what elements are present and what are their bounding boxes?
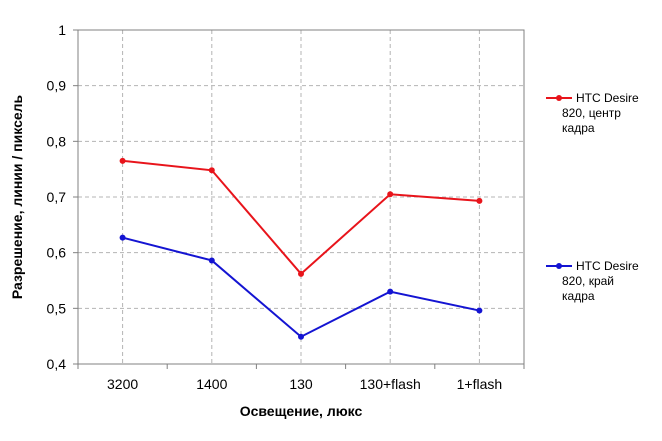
legend-label-line: HTC Desire xyxy=(576,259,639,273)
legend-label-line: кадра xyxy=(562,289,595,303)
data-point xyxy=(387,288,394,295)
y-tick-label: 0,9 xyxy=(47,78,67,94)
data-point xyxy=(119,157,126,164)
y-tick-label: 0,7 xyxy=(47,189,67,205)
data-point xyxy=(387,191,394,198)
data-point xyxy=(476,307,483,314)
x-axis-title: Освещение, люкс xyxy=(240,403,363,419)
y-tick-label: 0,6 xyxy=(47,245,67,261)
data-point xyxy=(208,167,215,174)
legend-marker xyxy=(556,263,562,269)
x-tick-label: 130 xyxy=(289,376,313,392)
data-point xyxy=(119,234,126,241)
x-axis-ticks: 3200 1400 130 130+flash 1+flash xyxy=(77,364,525,392)
x-tick-label: 1400 xyxy=(196,376,227,392)
legend-label-line: 820, центр xyxy=(562,106,621,120)
legend-label: HTC Desire 820, центр кадра xyxy=(562,91,639,135)
y-tick-label: 0,5 xyxy=(47,300,67,316)
x-tick-label: 1+flash xyxy=(457,376,503,392)
series-1 xyxy=(119,157,483,277)
data-point xyxy=(208,257,215,264)
grid xyxy=(78,30,524,364)
y-tick-label: 1 xyxy=(58,22,66,38)
legend-item-2: HTC Desire 820, край кадра xyxy=(546,259,639,303)
legend-label-line: 820, край xyxy=(562,274,614,288)
series xyxy=(119,157,483,340)
data-point xyxy=(476,197,483,204)
legend-marker xyxy=(556,95,562,101)
data-point xyxy=(298,333,304,340)
legend-label-line: кадра xyxy=(562,121,595,135)
series-2 xyxy=(119,234,483,340)
x-tick-label: 130+flash xyxy=(360,376,421,392)
y-axis-title: Разрешение, линии / пиксель xyxy=(9,94,25,299)
y-axis-ticks: 0,4 0,5 0,6 0,7 0,8 0,9 1 xyxy=(47,22,78,372)
legend-item-1: HTC Desire 820, центр кадра xyxy=(546,91,639,135)
x-tick-label: 3200 xyxy=(107,376,138,392)
data-point xyxy=(298,270,304,277)
legend-label: HTC Desire 820, край кадра xyxy=(562,259,639,303)
y-tick-label: 0,8 xyxy=(47,133,67,149)
y-tick-label: 0,4 xyxy=(47,356,67,372)
legend-label-line: HTC Desire xyxy=(576,91,639,105)
